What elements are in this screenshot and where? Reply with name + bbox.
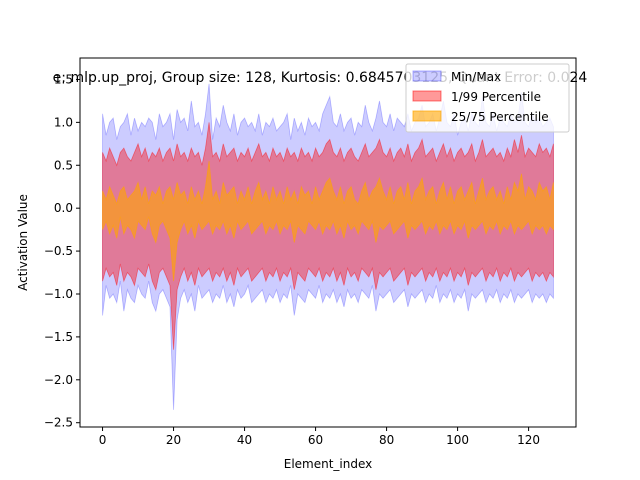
legend-swatch [412,90,442,102]
x-tick-label: 120 [517,433,540,447]
legend: Min/Max 1/99 Percentile 25/75 Percentile [405,63,570,133]
legend-label: Min/Max [451,70,501,84]
area-series-group [102,83,554,410]
x-tick-label: 80 [379,433,394,447]
y-tick-label: 0.5 [54,158,73,172]
x-tick-label: 100 [446,433,469,447]
area-series-2 [102,160,554,282]
x-tick-label: 0 [99,433,107,447]
x-axis-ticks: 0 20 40 60 80 100 120 [99,427,540,447]
y-tick-label: 1.5 [54,72,73,86]
area-series-1 [102,122,554,350]
legend-swatch [412,70,442,82]
y-tick-label: −0.5 [44,244,73,258]
area-series-0 [102,83,554,410]
y-tick-label: −2.0 [44,373,73,387]
y-tick-label: 0.0 [54,201,73,215]
y-tick-label: −1.5 [44,330,73,344]
x-axis-label: Element_index [284,457,373,471]
y-tick-label: −2.5 [44,416,73,430]
y-tick-label: −1.0 [44,287,73,301]
y-axis-label: Activation Value [16,194,30,291]
x-tick-label: 40 [237,433,252,447]
legend-label: 25/75 Percentile [451,110,549,124]
legend-frame [405,63,570,133]
x-tick-label: 60 [308,433,323,447]
x-tick-label: 20 [166,433,181,447]
y-axis-ticks: −2.5 −2.0 −1.5 −1.0 −0.5 0.0 0.5 1.0 1.5 [44,72,80,430]
legend-label: 1/99 Percentile [451,90,541,104]
plot-frame [79,57,577,428]
y-tick-label: 1.0 [54,115,73,129]
legend-swatch [412,110,442,122]
